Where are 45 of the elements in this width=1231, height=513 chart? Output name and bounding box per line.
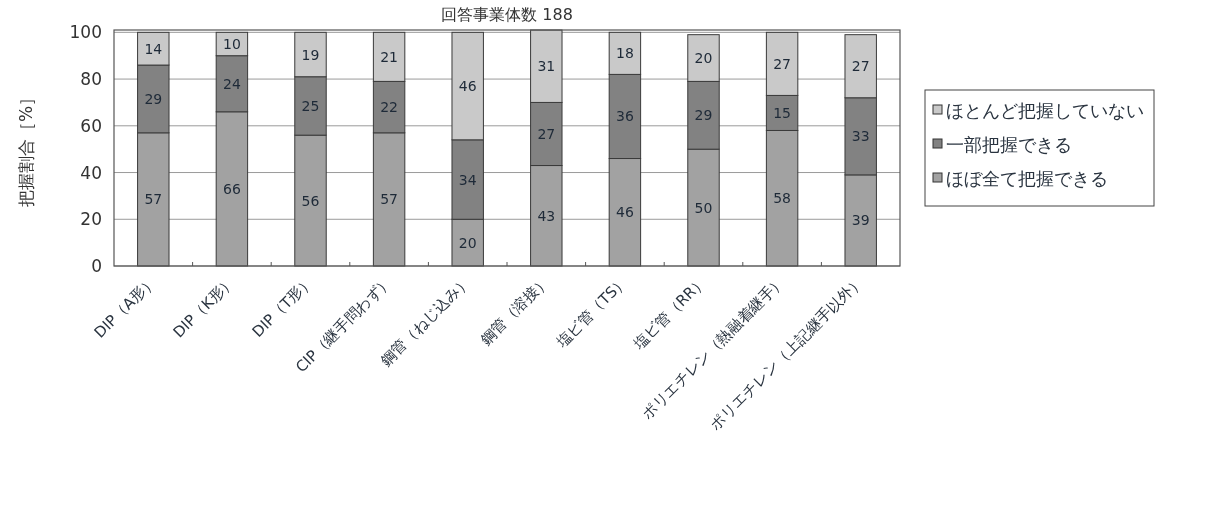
data-label: 57 bbox=[144, 191, 163, 208]
data-label: 34 bbox=[458, 171, 477, 188]
data-label: 20 bbox=[458, 234, 477, 251]
xtick: 塩ビ管（TS） bbox=[552, 272, 632, 352]
data-label: 18 bbox=[616, 45, 634, 62]
data-label: 43 bbox=[537, 207, 556, 224]
data-label: 50 bbox=[694, 199, 713, 216]
data-label: 39 bbox=[851, 212, 870, 229]
data-label: 29 bbox=[144, 90, 163, 107]
data-label: 24 bbox=[223, 75, 241, 92]
title: 回答事業体数 188 bbox=[441, 5, 573, 24]
data-label: 66 bbox=[223, 180, 241, 197]
ytick: 100 bbox=[69, 22, 102, 43]
data-label: 46 bbox=[458, 78, 477, 95]
xtick: 鋼管（溶接） bbox=[476, 272, 554, 349]
data-label: 58 bbox=[773, 190, 791, 207]
data-label: 57 bbox=[380, 191, 398, 208]
data-label: 27 bbox=[537, 126, 556, 142]
data-label: 46 bbox=[616, 204, 634, 221]
data-label: 27 bbox=[851, 58, 870, 75]
data-label: 27 bbox=[773, 55, 791, 72]
data-label: 10 bbox=[223, 36, 241, 52]
xtick: DIP（T形） bbox=[248, 272, 318, 341]
xtick: 塩ビ管（RR） bbox=[629, 272, 711, 353]
ytick: 60 bbox=[80, 115, 102, 136]
data-label: 15 bbox=[773, 104, 791, 121]
data-label: 36 bbox=[616, 108, 634, 125]
data-label: 22 bbox=[380, 99, 398, 116]
data-label: 29 bbox=[694, 107, 713, 124]
data-label: 31 bbox=[537, 58, 556, 75]
ytick: 80 bbox=[80, 69, 102, 90]
legend-label: ほとんど把握していない bbox=[946, 100, 1144, 121]
data-label: 20 bbox=[694, 50, 713, 67]
data-label: 25 bbox=[301, 97, 320, 114]
data-label: 19 bbox=[301, 46, 320, 63]
xtick: DIP（K形） bbox=[169, 272, 239, 342]
data-label: 33 bbox=[851, 128, 870, 145]
ylabel: 把握割合［%］ bbox=[16, 88, 36, 208]
ytick: 40 bbox=[80, 162, 102, 183]
data-label: 56 bbox=[301, 192, 320, 209]
legend-label: ほぼ全て把握できる bbox=[946, 168, 1108, 189]
ytick: 20 bbox=[80, 209, 102, 230]
legend-label: 一部把握できる bbox=[946, 134, 1072, 155]
data-label: 14 bbox=[144, 40, 163, 57]
data-label: 21 bbox=[380, 48, 398, 65]
